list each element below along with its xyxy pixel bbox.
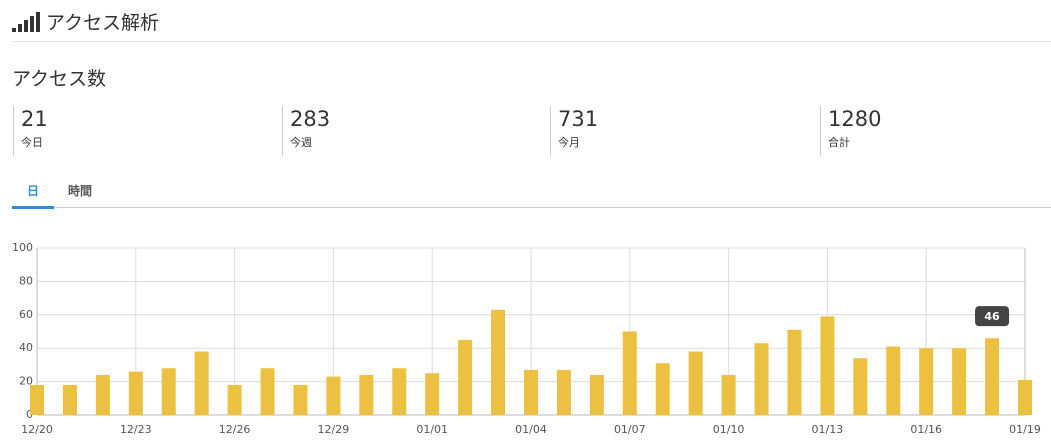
x-tick-label: 01/16 [910, 423, 942, 436]
stat-label: 合計 [828, 136, 850, 149]
x-tick-label: 12/29 [318, 423, 350, 436]
y-tick-label: 80 [19, 274, 33, 287]
bar [622, 331, 637, 415]
bar [425, 373, 440, 415]
stat-value: 283 [290, 107, 331, 131]
stat: 1280 合計 [820, 106, 881, 156]
tab[interactable]: 時間 [68, 184, 93, 198]
stat-value: 731 [558, 107, 599, 131]
stat-label: 今月 [558, 136, 580, 149]
x-tick-label: 01/13 [812, 423, 844, 436]
x-tick-label: 01/01 [416, 423, 448, 436]
stat-label: 今日 [21, 136, 43, 149]
bar [556, 369, 571, 415]
x-tick-label: 01/04 [515, 423, 547, 436]
bar [524, 369, 538, 415]
bar [458, 339, 473, 415]
bar [326, 376, 341, 415]
tab[interactable]: 日 [27, 184, 40, 198]
y-tick-label: 60 [19, 308, 33, 321]
bar [95, 374, 110, 415]
bar [128, 371, 143, 415]
bar [194, 351, 209, 415]
bar [260, 368, 275, 415]
bar [721, 374, 736, 415]
stat: 21 今日 [13, 106, 48, 156]
x-tick-label: 12/23 [120, 423, 152, 436]
stat: 731 今月 [550, 106, 598, 156]
bar [820, 316, 835, 415]
bar [392, 368, 407, 415]
y-tick-label: 40 [19, 341, 33, 354]
stat-value: 21 [21, 107, 48, 131]
bar [1018, 379, 1032, 415]
bar [491, 309, 506, 415]
bar [853, 358, 868, 415]
header-title: アクセス解析 [46, 12, 160, 34]
chart: 0 20 40 60 80 100 12/20 12/23 12/26 12/29 01/01 01/… [12, 241, 1041, 436]
y-tick-label: 0 [26, 408, 33, 421]
bar [227, 384, 242, 415]
tooltip-label: 46 [984, 310, 1000, 323]
x-tick-label: 01/07 [614, 423, 646, 436]
stat-value: 1280 [828, 107, 882, 131]
bar [754, 343, 769, 415]
bar [293, 384, 308, 415]
bar [30, 384, 44, 415]
bar [919, 348, 934, 415]
bar [688, 351, 703, 415]
x-tick-label: 01/10 [713, 423, 745, 436]
divider [12, 41, 1051, 42]
section-title: アクセス数 [12, 68, 107, 90]
tooltip-box [975, 306, 1010, 327]
x-tick-label: 12/26 [219, 423, 251, 436]
bar [655, 363, 670, 415]
stat: 283 今週 [282, 106, 330, 156]
tooltip: 46 [975, 306, 1010, 327]
bar [161, 368, 176, 415]
y-tick-label: 20 [19, 375, 33, 388]
x-tick-label: 12/20 [21, 423, 53, 436]
bar [886, 346, 901, 415]
bar [952, 348, 967, 415]
stat-label: 今週 [290, 136, 312, 149]
bar [985, 338, 1000, 415]
header: アクセス解析 [12, 8, 159, 35]
bar [359, 374, 374, 415]
tab-indicator [12, 206, 54, 209]
x-tick-label: 01/19 [1009, 423, 1041, 436]
bar [787, 329, 802, 415]
tab-divider [12, 207, 1051, 208]
icon [12, 11, 40, 32]
y-tick-label: 100 [12, 241, 33, 254]
bar [62, 384, 77, 415]
bar [589, 374, 604, 415]
